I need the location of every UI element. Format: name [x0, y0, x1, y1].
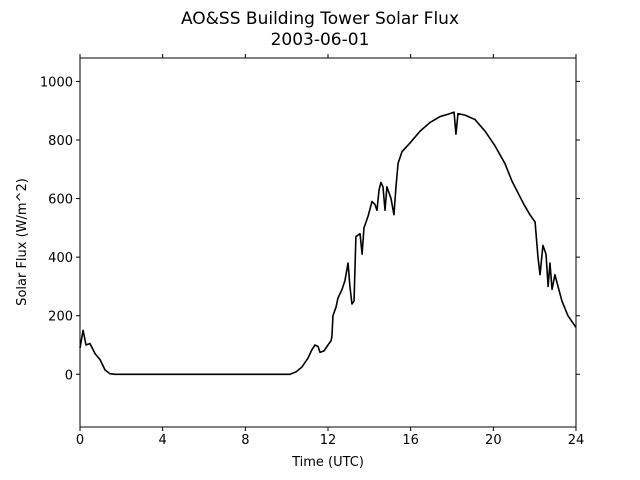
y-tick-label: 1000 — [40, 75, 73, 90]
line-series — [79, 111, 577, 376]
y-tick-label: 400 — [48, 251, 73, 266]
y-tick-label: 200 — [48, 310, 73, 325]
y-tick-label: 0 — [65, 368, 73, 383]
chart-subtitle: 2003-06-01 — [271, 30, 370, 50]
x-tick-label: 16 — [402, 433, 419, 448]
chart-title: AO&SS Building Tower Solar Flux — [181, 9, 459, 29]
y-axis-label: Solar Flux (W/m^2) — [15, 178, 30, 306]
x-tick-label: 12 — [320, 433, 337, 448]
x-tick-label: 20 — [485, 433, 502, 448]
plot-frame — [79, 57, 577, 428]
x-tick-label: 24 — [568, 433, 585, 448]
x-tick-label: 4 — [159, 433, 167, 448]
x-axis-label: Time (UTC) — [291, 455, 364, 470]
x-tick-label: 8 — [241, 433, 249, 448]
x-tick-label: 0 — [76, 433, 84, 448]
y-tick-label: 800 — [48, 134, 73, 149]
y-tick-label: 600 — [48, 193, 73, 208]
